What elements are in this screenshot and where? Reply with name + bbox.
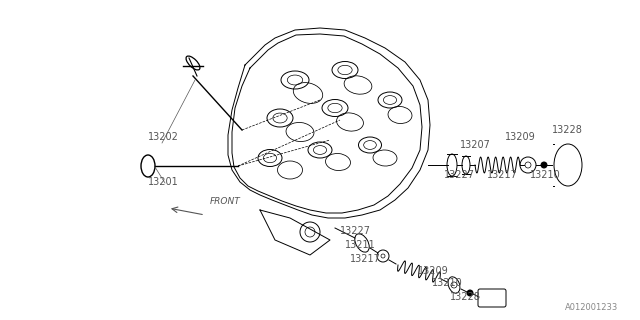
FancyBboxPatch shape	[478, 289, 506, 307]
Ellipse shape	[258, 149, 282, 166]
Text: FRONT: FRONT	[210, 197, 241, 206]
Ellipse shape	[308, 142, 332, 158]
Ellipse shape	[186, 56, 200, 70]
Ellipse shape	[358, 137, 381, 153]
Text: 13211: 13211	[345, 240, 376, 250]
Text: 13227: 13227	[340, 226, 371, 236]
Ellipse shape	[322, 100, 348, 116]
Ellipse shape	[267, 109, 293, 127]
Text: A012001233: A012001233	[564, 303, 618, 312]
Text: 13209: 13209	[505, 132, 536, 142]
Text: 13210: 13210	[530, 170, 561, 180]
Ellipse shape	[448, 277, 460, 293]
Ellipse shape	[462, 156, 470, 174]
Text: 13217: 13217	[487, 170, 518, 180]
Text: 13210: 13210	[432, 278, 463, 288]
Circle shape	[467, 290, 473, 296]
Ellipse shape	[378, 92, 402, 108]
Ellipse shape	[281, 71, 309, 89]
Text: 13228: 13228	[552, 125, 583, 135]
Ellipse shape	[355, 234, 369, 252]
Circle shape	[377, 250, 389, 262]
Text: 13217: 13217	[350, 254, 381, 264]
Text: 13209: 13209	[418, 266, 449, 276]
Text: 13202: 13202	[148, 132, 179, 142]
Ellipse shape	[554, 144, 582, 186]
Text: 13201: 13201	[148, 177, 179, 187]
Ellipse shape	[332, 61, 358, 78]
Ellipse shape	[141, 155, 155, 177]
Text: 13207: 13207	[460, 140, 491, 150]
Circle shape	[520, 157, 536, 173]
Text: 13228: 13228	[450, 292, 481, 302]
Text: 13227: 13227	[444, 170, 475, 180]
Ellipse shape	[447, 154, 457, 176]
Circle shape	[541, 162, 547, 168]
